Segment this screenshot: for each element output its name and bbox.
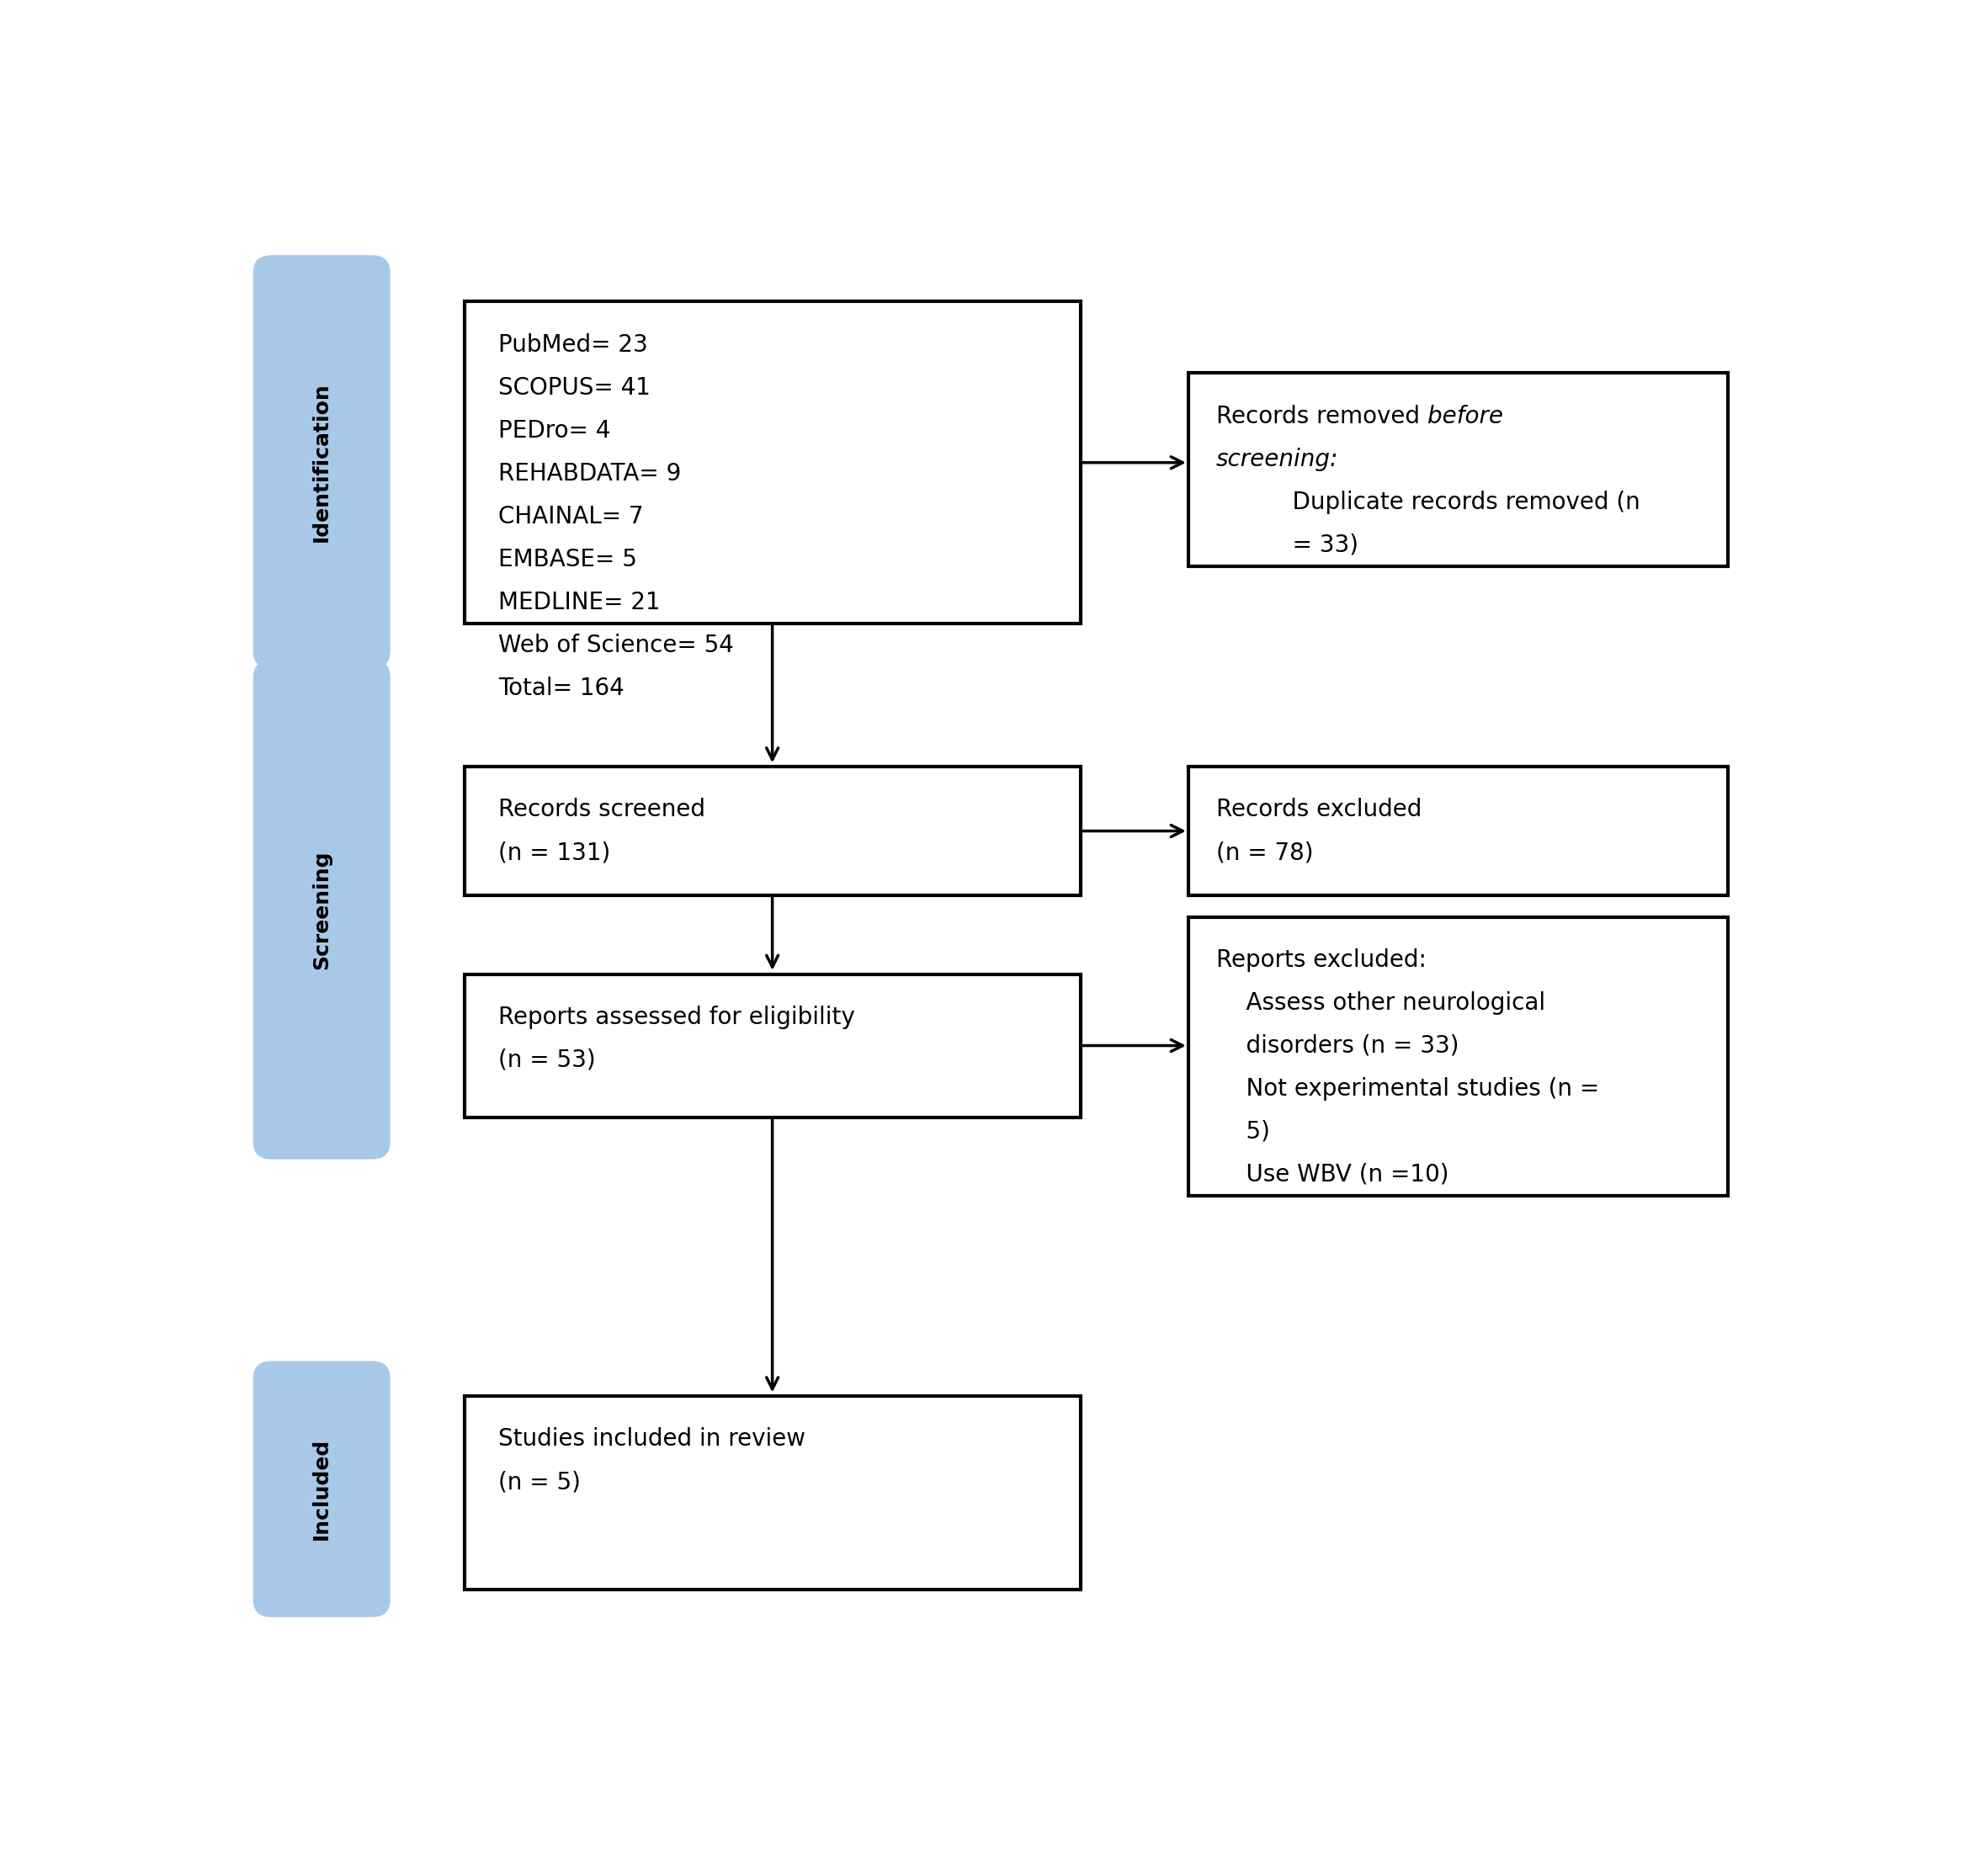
Bar <box>465 301 1081 624</box>
Text: EMBASE= 5: EMBASE= 5 <box>499 548 636 570</box>
Text: Studies included in review: Studies included in review <box>499 1427 805 1451</box>
FancyBboxPatch shape <box>252 660 390 1159</box>
Text: SCOPUS= 41: SCOPUS= 41 <box>499 375 650 399</box>
Text: Reports assessed for eligibility: Reports assessed for eligibility <box>499 1005 855 1029</box>
Bar <box>465 767 1081 896</box>
Text: Not experimental studies (n =: Not experimental studies (n = <box>1217 1078 1598 1100</box>
FancyBboxPatch shape <box>252 255 390 669</box>
Text: Web of Science= 54: Web of Science= 54 <box>499 634 734 658</box>
Text: Duplicate records removed (n: Duplicate records removed (n <box>1262 491 1640 515</box>
Bar <box>465 974 1081 1117</box>
Text: Reports excluded:: Reports excluded: <box>1217 948 1425 972</box>
Text: Screening: Screening <box>312 851 332 970</box>
Text: Identification: Identification <box>312 383 332 543</box>
Text: MEDLINE= 21: MEDLINE= 21 <box>499 591 660 615</box>
Text: (n = 78): (n = 78) <box>1217 842 1314 864</box>
Text: Total= 164: Total= 164 <box>499 676 624 700</box>
Text: PEDro= 4: PEDro= 4 <box>499 418 610 442</box>
Text: PubMed= 23: PubMed= 23 <box>499 333 648 357</box>
Text: disorders (n = 33): disorders (n = 33) <box>1217 1035 1459 1057</box>
Text: 5): 5) <box>1217 1120 1270 1143</box>
FancyBboxPatch shape <box>252 1362 390 1616</box>
Bar <box>1189 767 1728 896</box>
Text: Use WBV (n =10): Use WBV (n =10) <box>1217 1163 1449 1187</box>
Text: Records screened: Records screened <box>499 799 706 821</box>
Text: REHABDATA= 9: REHABDATA= 9 <box>499 463 682 485</box>
Text: (n = 5): (n = 5) <box>499 1470 580 1494</box>
Bar <box>1189 373 1728 567</box>
Text: = 33): = 33) <box>1262 533 1358 557</box>
Text: Records excluded: Records excluded <box>1217 799 1421 821</box>
Text: (n = 53): (n = 53) <box>499 1048 596 1072</box>
Text: screening:: screening: <box>1217 448 1338 472</box>
Text: before: before <box>1427 405 1503 427</box>
Text: Included: Included <box>312 1438 332 1540</box>
Text: Records removed: Records removed <box>1217 405 1427 427</box>
Text: CHAINAL= 7: CHAINAL= 7 <box>499 505 644 528</box>
Text: Assess other neurological: Assess other neurological <box>1217 990 1545 1014</box>
Bar <box>1189 916 1728 1197</box>
Bar <box>465 1395 1081 1589</box>
Text: (n = 131): (n = 131) <box>499 842 610 864</box>
